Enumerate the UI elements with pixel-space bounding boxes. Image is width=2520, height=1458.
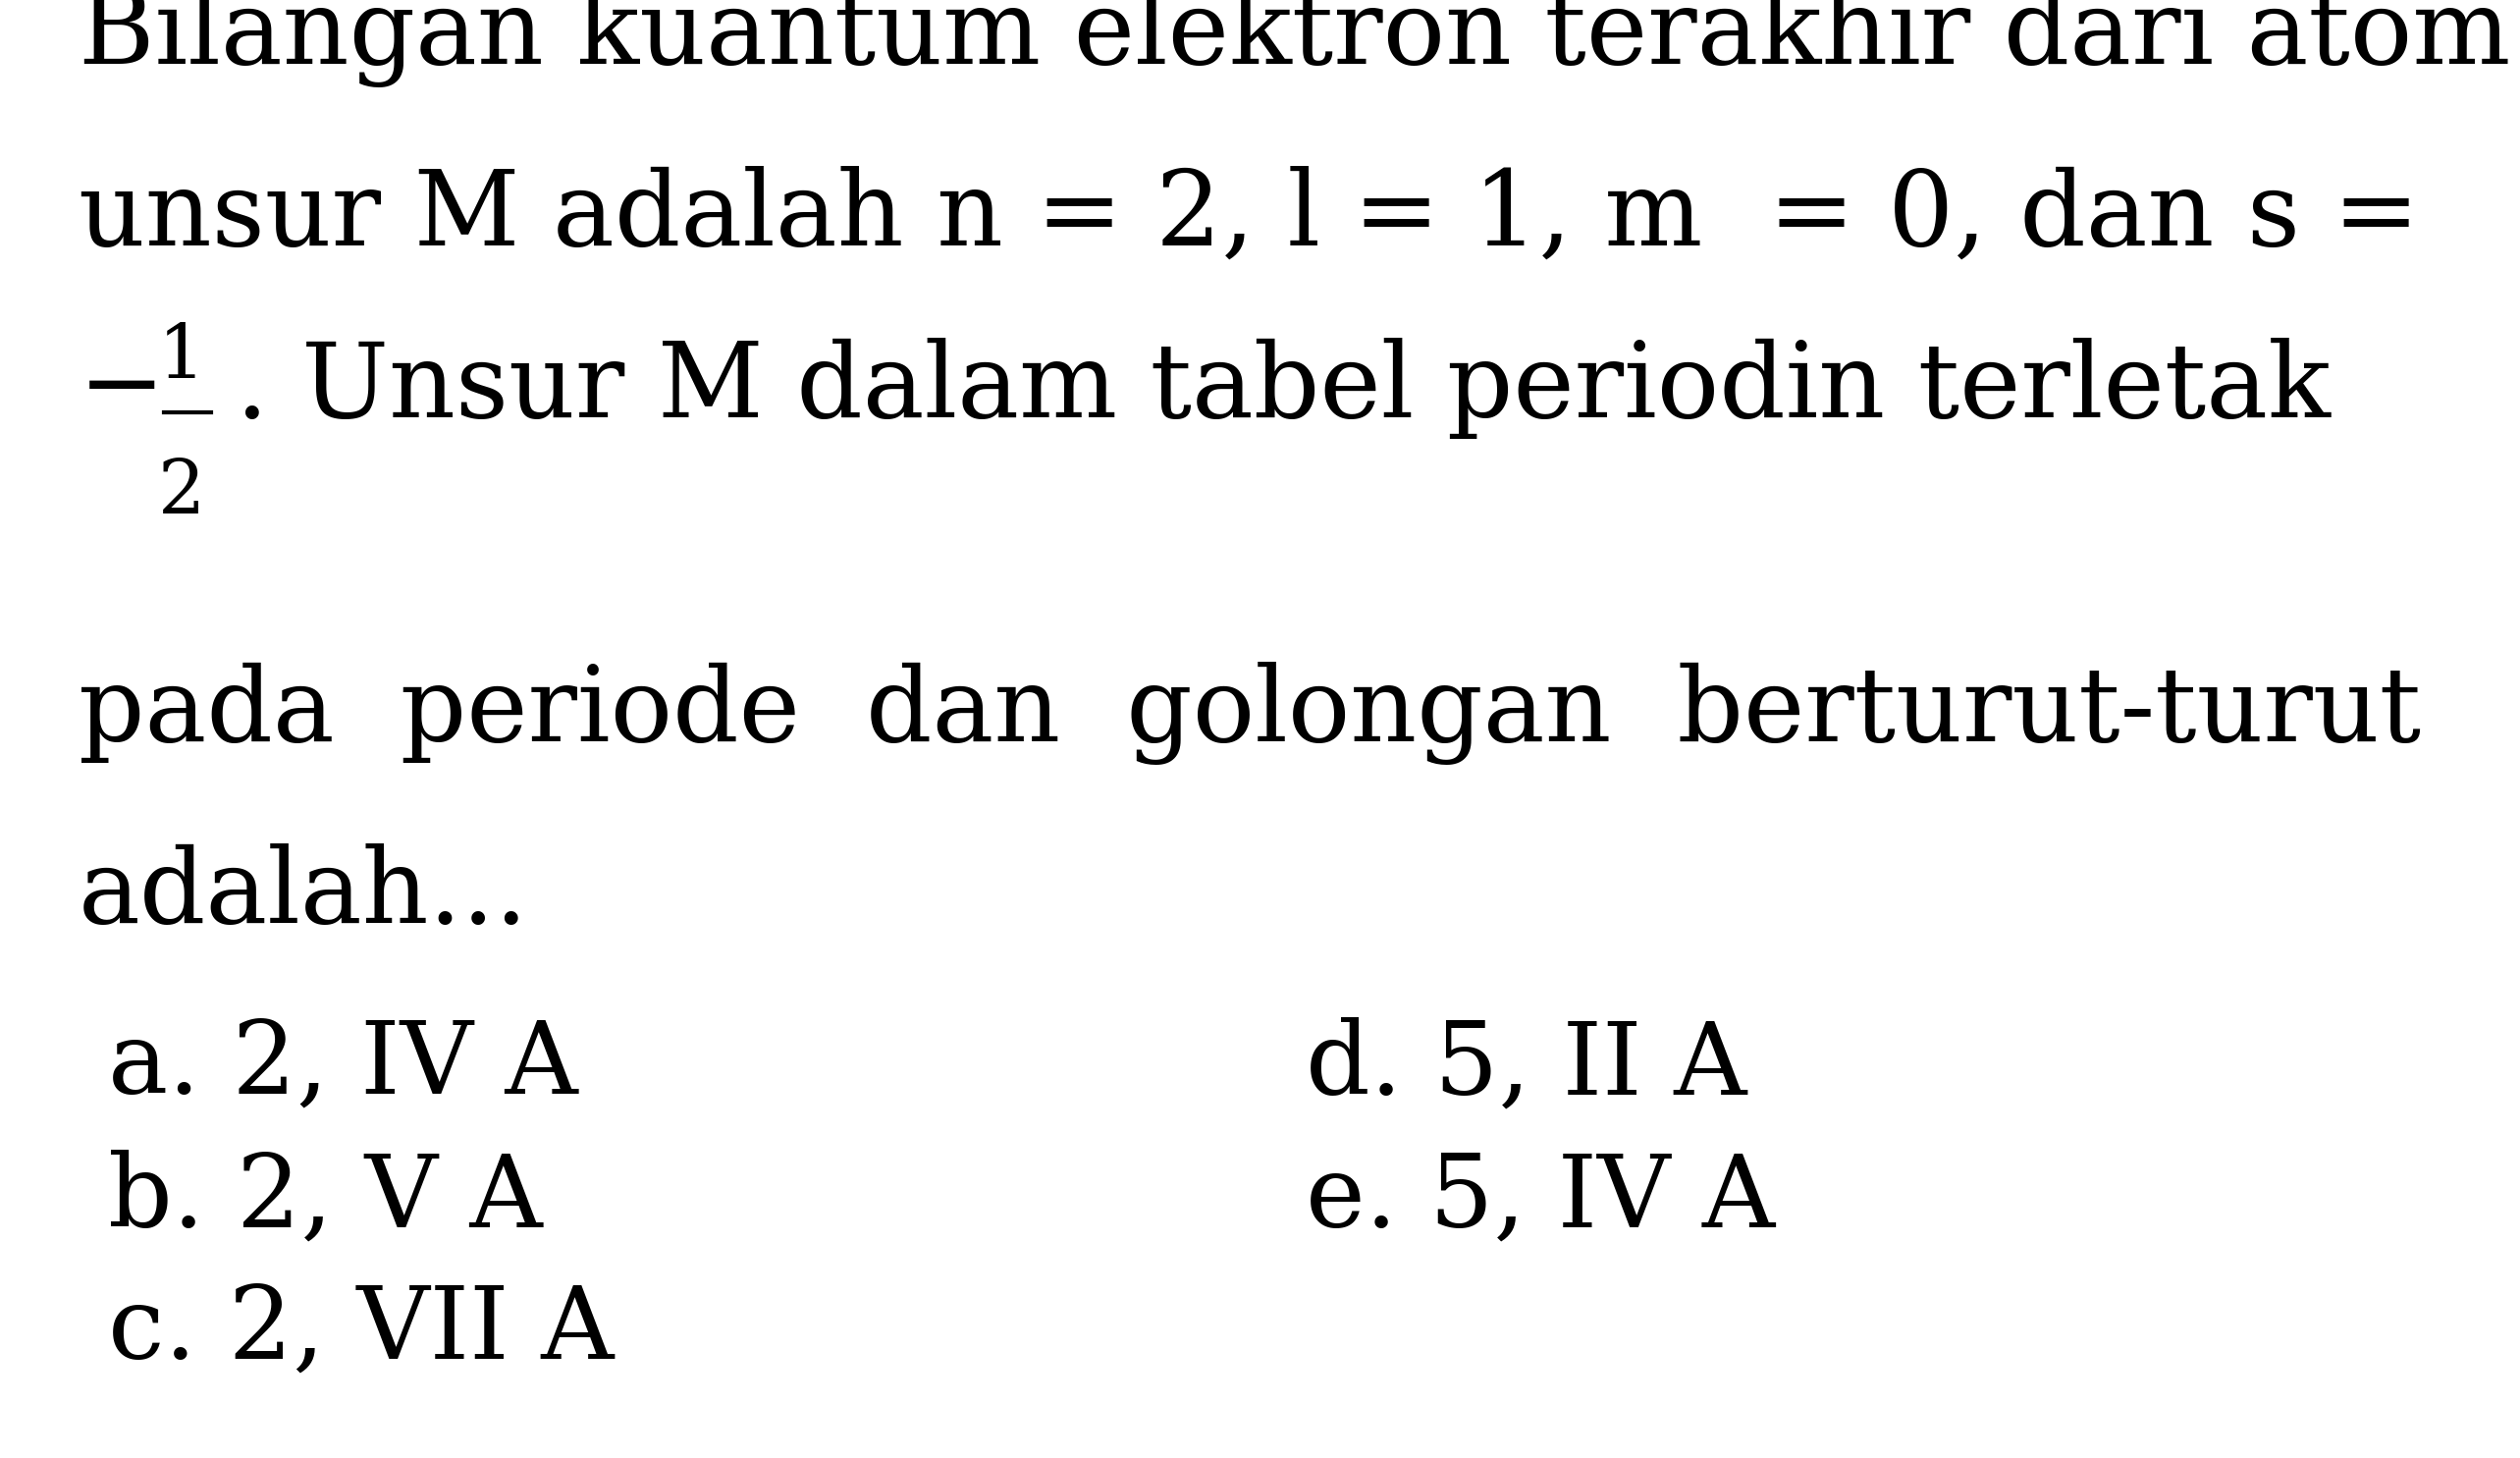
Text: c. 2, VII A: c. 2, VII A [108, 1283, 615, 1381]
Text: pada  periode  dan  golongan  berturut-turut: pada periode dan golongan berturut-turut [78, 662, 2422, 765]
Text: e. 5, IV A: e. 5, IV A [1305, 1150, 1774, 1248]
Text: adalah...: adalah... [78, 843, 529, 945]
Text: d. 5, II A: d. 5, II A [1305, 1018, 1746, 1115]
Text: 2: 2 [159, 456, 204, 529]
Text: 1: 1 [159, 321, 204, 394]
Text: Bilangan kuantum elektron terakhir dari atom: Bilangan kuantum elektron terakhir dari … [78, 0, 2510, 87]
Text: b. 2, V A: b. 2, V A [108, 1150, 542, 1248]
Text: . Unsur M dalam tabel periodin terletak: . Unsur M dalam tabel periodin terletak [234, 338, 2331, 439]
Text: −: − [78, 338, 166, 439]
Text: unsur M adalah n = 2, l = 1, m  = 0, dan s =: unsur M adalah n = 2, l = 1, m = 0, dan … [78, 166, 2419, 267]
Text: a. 2, IV A: a. 2, IV A [108, 1018, 577, 1115]
